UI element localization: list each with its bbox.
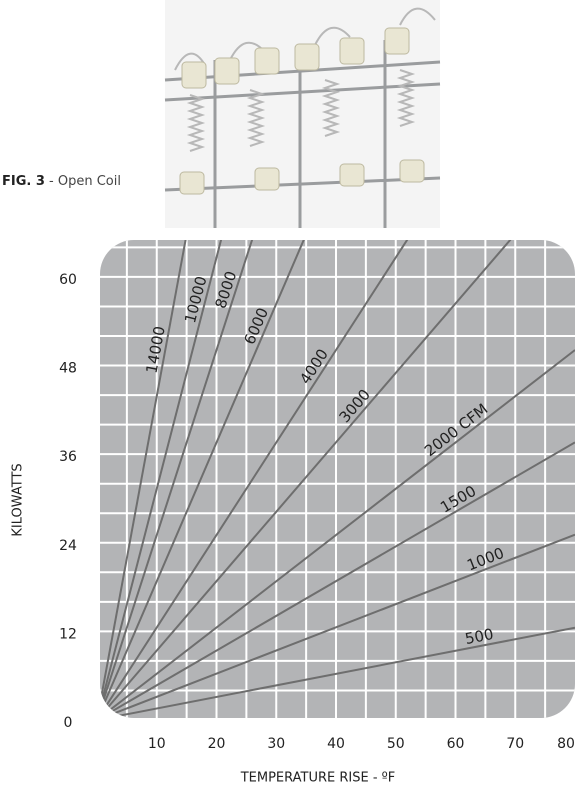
x-tick-label: 10 — [148, 736, 166, 752]
figure-caption: FIG. 3 - Open Coil — [2, 174, 121, 189]
y-tick-label: 24 — [59, 538, 77, 554]
figure-text: - Open Coil — [45, 174, 121, 189]
x-axis-title: TEMPERATURE RISE - ºF — [240, 771, 396, 786]
coil-photo — [165, 0, 440, 228]
x-tick-label: 60 — [447, 736, 465, 752]
x-tick-label: 30 — [267, 736, 285, 752]
x-tick-label: 40 — [327, 736, 345, 752]
y-tick-label: 12 — [59, 626, 77, 642]
x-tick-label: 70 — [506, 736, 524, 752]
y-tick-label: 0 — [64, 715, 73, 731]
x-tick-label: 20 — [208, 736, 226, 752]
y-tick-label: 60 — [59, 272, 77, 288]
figure-label: FIG. 3 — [2, 174, 45, 189]
y-tick-label: 48 — [59, 361, 77, 377]
x-tick-label: 80 — [557, 736, 575, 752]
y-tick-label: 36 — [59, 449, 77, 465]
y-axis-title: KILOWATTS — [11, 463, 26, 536]
page: FIG. 3 - Open Coil KILOWATTS TEMPERATURE… — [0, 0, 581, 791]
x-tick-label: 50 — [387, 736, 405, 752]
